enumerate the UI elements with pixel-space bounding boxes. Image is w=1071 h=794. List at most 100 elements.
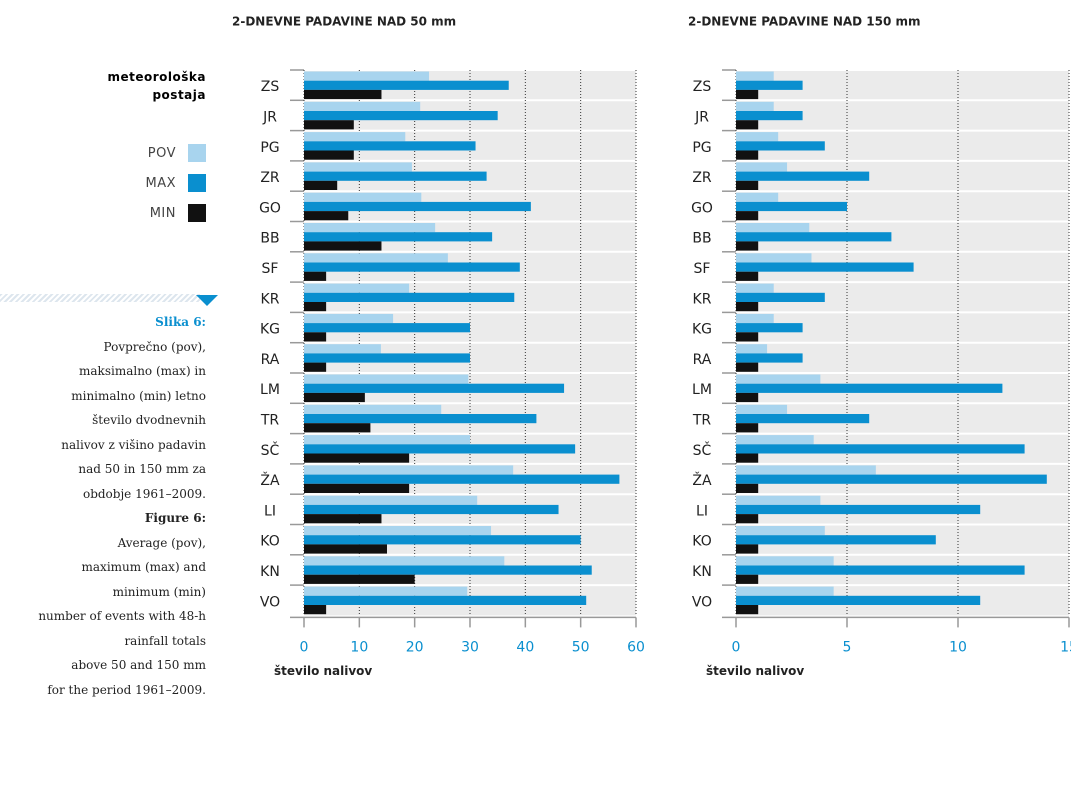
bar	[304, 241, 382, 251]
bar	[736, 111, 803, 121]
x-tick-label: 0	[732, 639, 741, 655]
caption-line: maksimalno (max) in	[79, 364, 206, 378]
bar	[736, 241, 759, 251]
bar	[304, 283, 410, 293]
y-tick-label: BB	[692, 231, 711, 247]
bar	[304, 302, 327, 312]
bar	[736, 150, 759, 160]
y-tick-label: KG	[260, 322, 280, 338]
bar	[304, 383, 565, 393]
legend-item: MAX	[0, 174, 206, 192]
bar	[304, 483, 410, 493]
bar	[304, 414, 537, 424]
y-tick-label: ŽA	[260, 471, 280, 489]
caption-line: število dvodnevnih	[92, 413, 206, 427]
bar	[304, 253, 448, 263]
bar	[736, 556, 834, 566]
bar	[304, 556, 505, 566]
bar	[304, 435, 470, 445]
legend-label: POV	[147, 145, 176, 161]
bar	[736, 444, 1025, 454]
bar	[736, 201, 847, 212]
y-tick-label: ZR	[692, 170, 712, 186]
x-tick-label: 60	[627, 639, 645, 655]
x-tick-label: 15	[1060, 639, 1071, 655]
legend-item: MIN	[0, 204, 206, 222]
bar	[304, 132, 406, 142]
caption-line: rainfall totals	[124, 633, 206, 648]
bar	[304, 504, 559, 515]
bar	[736, 383, 1003, 393]
bar	[304, 271, 327, 281]
y-tick-label: KN	[260, 564, 280, 580]
bar	[736, 362, 759, 372]
y-tick-label: JR	[262, 109, 277, 125]
bar	[736, 535, 936, 545]
y-tick-label: SF	[694, 261, 711, 277]
y-tick-label: SČ	[693, 441, 712, 459]
bar	[304, 574, 415, 584]
bar	[304, 423, 371, 433]
y-tick-label: RA	[261, 352, 280, 368]
bar	[304, 474, 620, 484]
bar	[736, 253, 812, 263]
bar	[304, 89, 382, 100]
bar	[736, 132, 779, 142]
bar	[736, 605, 759, 615]
bar	[736, 404, 788, 414]
caption-line: above 50 and 150 mm	[71, 658, 206, 672]
bar	[736, 353, 803, 363]
bar	[304, 332, 327, 342]
x-tick-label: 50	[572, 639, 590, 655]
bar	[736, 101, 774, 111]
bar	[736, 323, 803, 333]
bar	[736, 180, 759, 190]
bar	[736, 80, 803, 90]
bar	[736, 271, 759, 281]
bar	[304, 232, 493, 242]
y-tick-label: KR	[693, 291, 712, 307]
legend-swatch	[188, 174, 206, 192]
y-tick-label: VO	[260, 594, 280, 610]
y-tick-label: KO	[260, 534, 279, 550]
x-tick-label: 30	[461, 639, 479, 655]
y-tick-label: ZR	[260, 170, 280, 186]
y-tick-label: LI	[696, 503, 708, 519]
bar	[736, 283, 774, 293]
y-tick-label: KO	[692, 534, 711, 550]
bar	[304, 111, 498, 121]
divider	[0, 294, 200, 302]
caption-line: nalivov z višino padavin	[61, 437, 206, 452]
bar	[736, 89, 759, 100]
caption-line: Povprečno (pov),	[103, 339, 206, 354]
bar	[304, 201, 531, 212]
caption-line: maximum (max) and	[81, 560, 206, 574]
bar	[736, 595, 981, 605]
legend-item: POV	[0, 144, 206, 162]
bar	[304, 453, 410, 463]
y-tick-label: RA	[693, 352, 712, 368]
bar	[304, 150, 354, 160]
x-axis-label: število nalivov	[706, 664, 804, 678]
legend-title: meteorološka postaja	[107, 70, 206, 102]
x-tick-label: 20	[406, 639, 424, 655]
bar	[736, 71, 774, 81]
legend-swatch	[188, 144, 206, 162]
bar	[736, 171, 870, 181]
bar	[304, 80, 509, 90]
bar	[736, 414, 870, 424]
y-tick-label: PG	[692, 140, 711, 156]
bar	[736, 302, 759, 312]
bar	[736, 574, 759, 584]
bar	[736, 344, 768, 354]
y-tick-label: ZS	[261, 79, 280, 95]
bar	[304, 404, 442, 414]
caption-line: minimalno (min) letno	[71, 388, 206, 403]
caption-line: for the period 1961–2009.	[47, 682, 206, 697]
bar	[304, 565, 592, 575]
bar	[736, 504, 981, 515]
legend-label: MIN	[149, 205, 176, 221]
bar	[304, 101, 421, 111]
bar	[304, 374, 469, 384]
